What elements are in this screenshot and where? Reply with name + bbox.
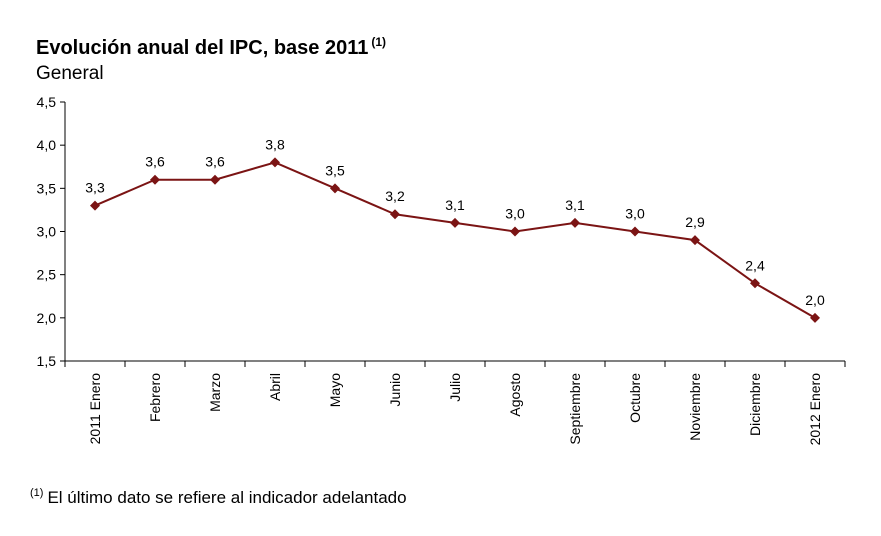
data-label: 3,6 bbox=[145, 154, 165, 170]
x-tick-label: Julio bbox=[447, 373, 463, 402]
x-tick-label: Abril bbox=[267, 373, 283, 401]
data-point-marker bbox=[210, 174, 220, 185]
x-tick-label: Marzo bbox=[207, 373, 223, 412]
x-tick-label: Agosto bbox=[507, 373, 523, 417]
data-point-marker bbox=[810, 312, 820, 323]
x-tick-label: 2012 Enero bbox=[807, 373, 823, 446]
y-tick-label: 4,0 bbox=[37, 137, 57, 153]
data-point-marker bbox=[630, 226, 640, 237]
x-tick-label: Diciembre bbox=[747, 373, 763, 436]
chart-title: Evolución anual del IPC, base 2011 (1) bbox=[36, 30, 386, 60]
data-label: 3,8 bbox=[265, 136, 285, 152]
data-label: 3,0 bbox=[505, 206, 525, 222]
chart-title-note: (1) bbox=[371, 35, 387, 49]
data-label: 3,5 bbox=[325, 162, 345, 178]
data-label: 3,2 bbox=[385, 188, 405, 204]
data-point-marker bbox=[750, 278, 760, 289]
x-tick-label: Octubre bbox=[627, 373, 643, 423]
data-point-marker bbox=[330, 183, 340, 194]
data-label: 3,0 bbox=[625, 206, 645, 222]
data-label: 3,3 bbox=[85, 180, 105, 196]
data-point-marker bbox=[150, 174, 160, 185]
y-tick-label: 2,0 bbox=[37, 310, 57, 326]
data-point-marker bbox=[90, 200, 100, 211]
data-point-marker bbox=[270, 157, 280, 168]
x-tick-label: Febrero bbox=[147, 373, 163, 422]
data-label: 3,1 bbox=[565, 197, 585, 213]
y-tick-label: 1,5 bbox=[37, 353, 57, 369]
y-tick-label: 4,5 bbox=[37, 94, 57, 110]
x-tick-label: Septiembre bbox=[567, 373, 583, 445]
data-label: 3,1 bbox=[445, 197, 465, 213]
data-point-marker bbox=[570, 217, 580, 228]
data-label: 2,0 bbox=[805, 292, 825, 308]
data-label: 2,9 bbox=[685, 214, 705, 230]
data-point-marker bbox=[390, 209, 400, 220]
y-tick-label: 3,5 bbox=[37, 180, 57, 196]
series-line bbox=[94, 161, 816, 319]
data-label: 2,4 bbox=[745, 257, 765, 273]
data-label: 3,6 bbox=[205, 154, 225, 170]
data-point-marker bbox=[450, 217, 460, 228]
chart-title-block: Evolución anual del IPC, base 2011 (1) Ge… bbox=[36, 30, 386, 86]
footnote: (1) El último dato se refiere al indicado… bbox=[30, 487, 407, 508]
y-tick-label: 2,5 bbox=[37, 267, 57, 283]
y-tick-label: 3,0 bbox=[37, 224, 57, 240]
data-point-marker bbox=[510, 226, 520, 237]
chart-title-text: Evolución anual del IPC, base 2011 bbox=[36, 37, 369, 59]
x-tick-label: Mayo bbox=[327, 373, 343, 407]
footnote-marker: (1) bbox=[30, 487, 44, 499]
x-tick-label: 2011 Enero bbox=[87, 373, 103, 445]
data-point-marker bbox=[690, 235, 700, 246]
x-tick-label: Junio bbox=[387, 373, 403, 407]
footnote-text: El último dato se refiere al indicador a… bbox=[47, 488, 407, 507]
x-tick-label: Noviembre bbox=[687, 373, 703, 441]
chart-subtitle: General bbox=[36, 63, 104, 84]
